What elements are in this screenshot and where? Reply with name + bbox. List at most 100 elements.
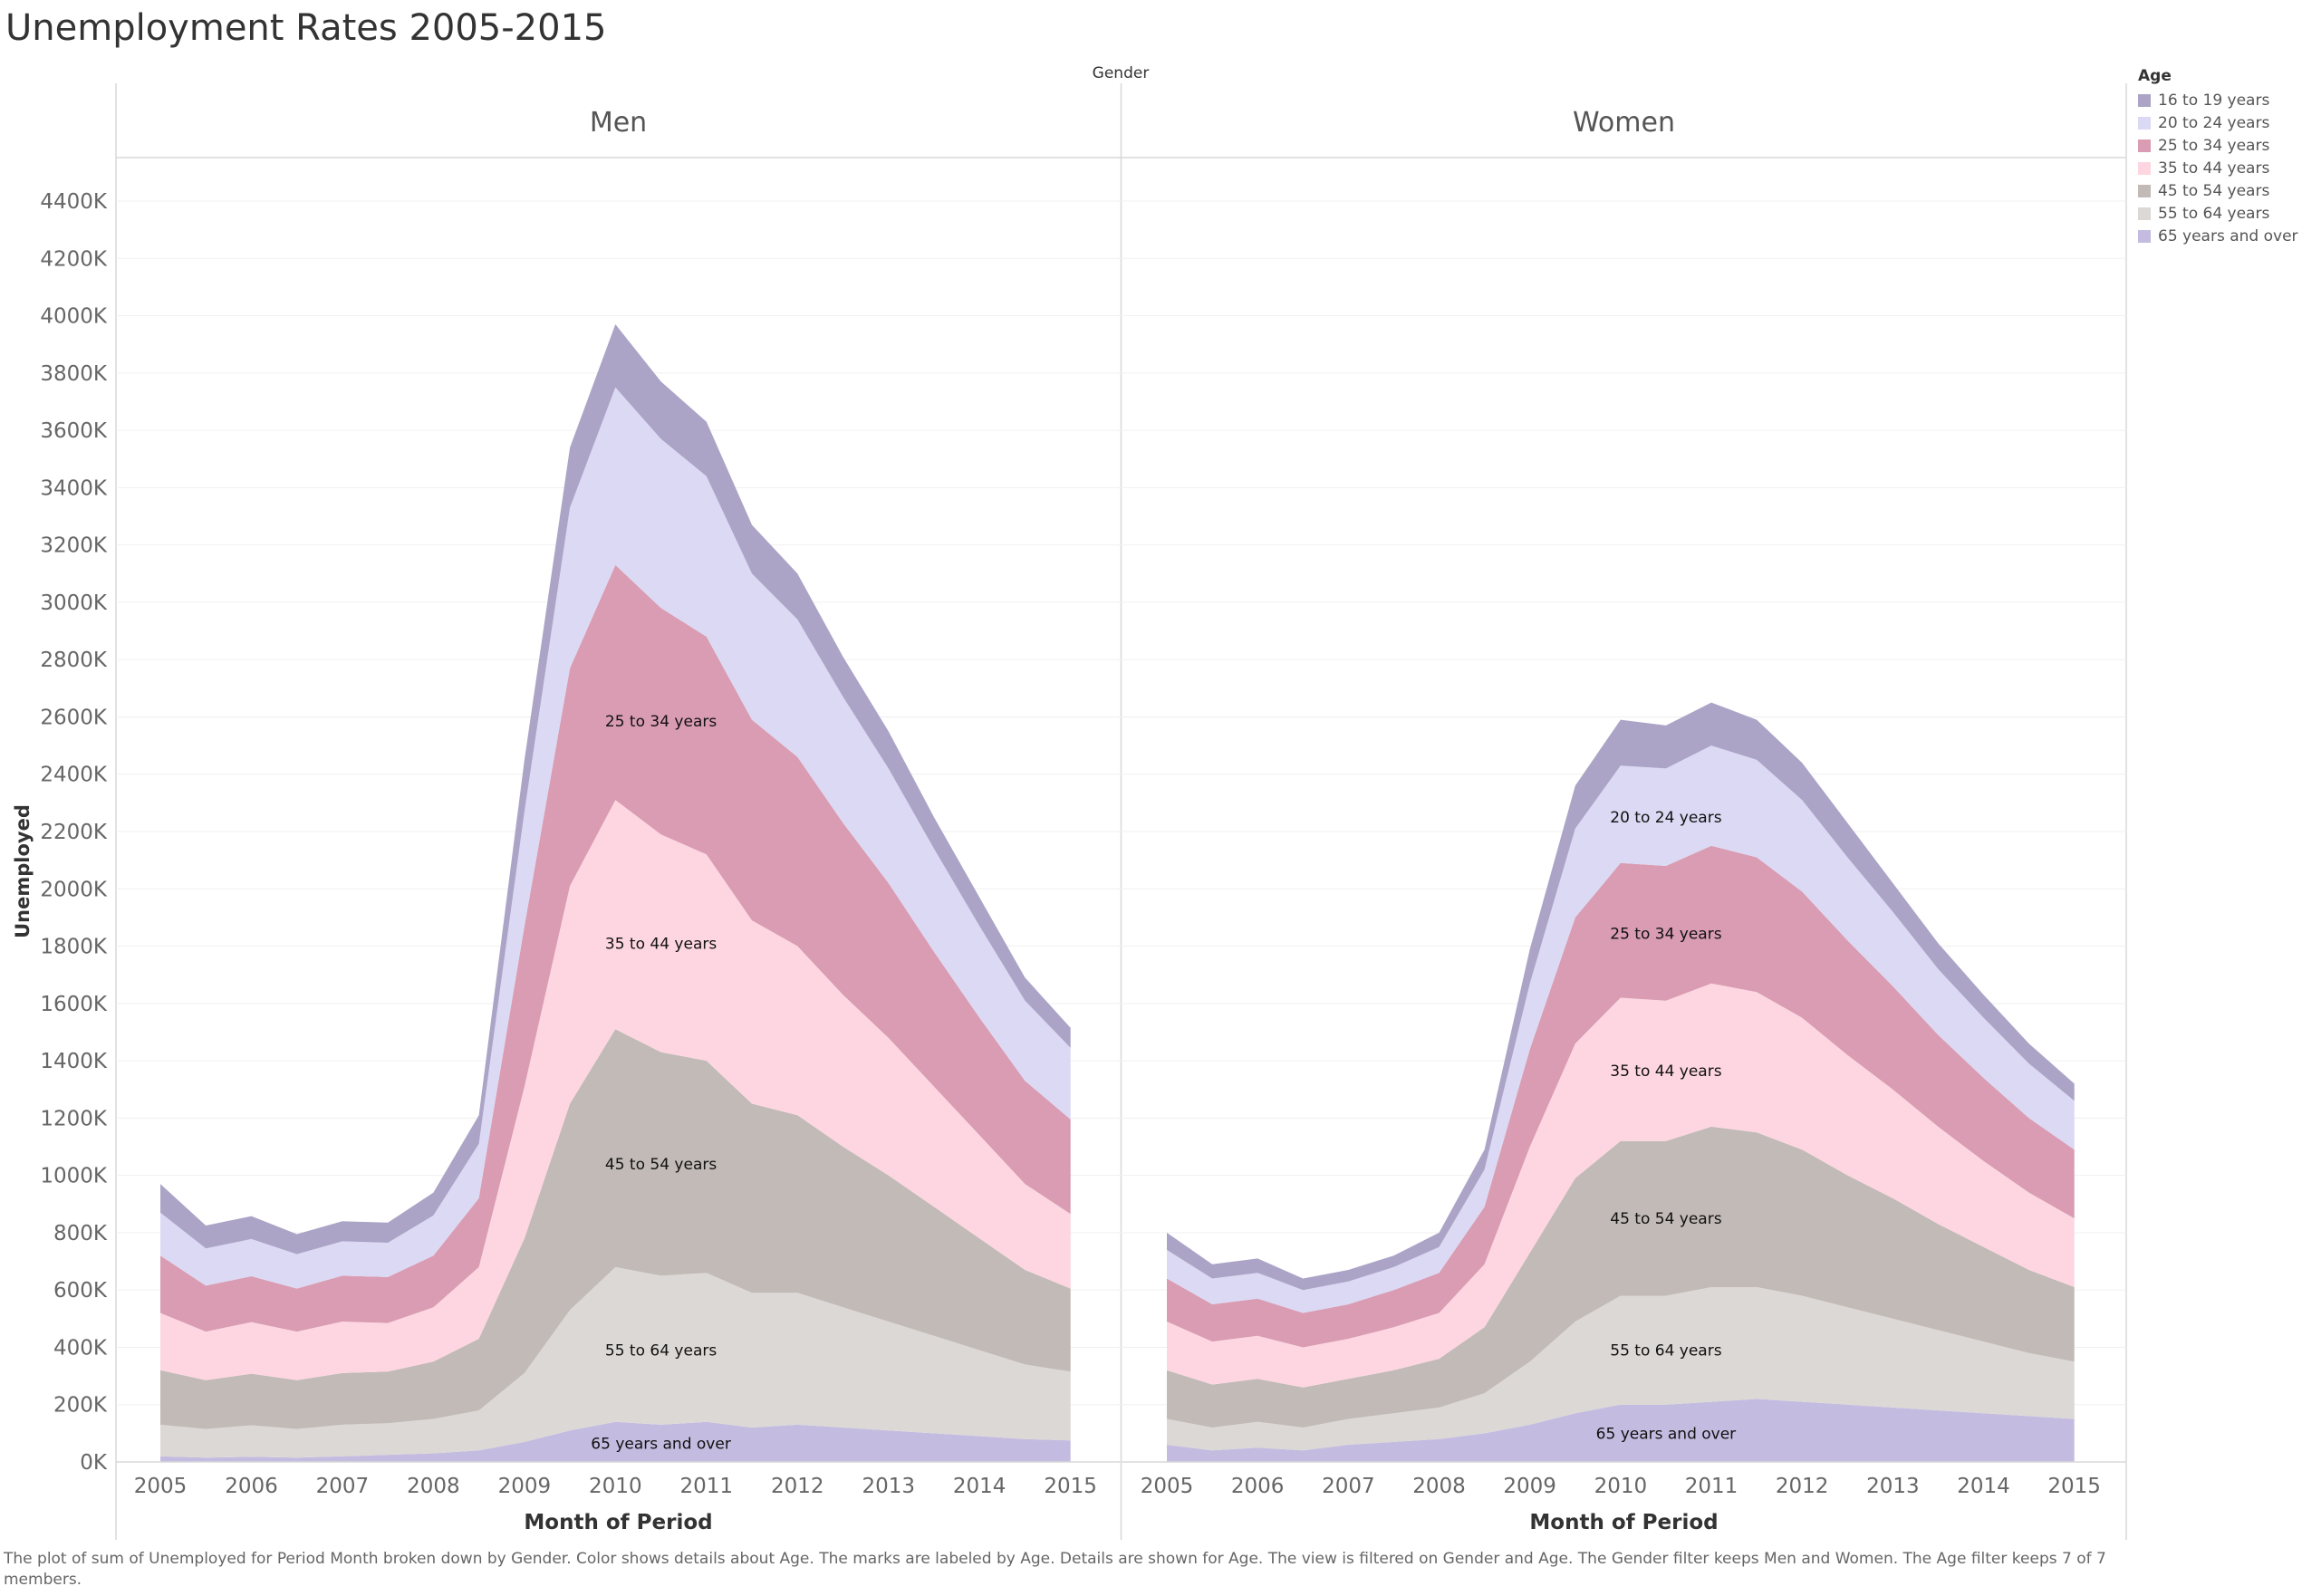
- y-tick-label: 1400K: [40, 1050, 108, 1073]
- x-tick-label: 2010: [589, 1475, 642, 1498]
- y-tick-label: 2000K: [40, 878, 108, 901]
- x-tick-label: 2014: [953, 1475, 1007, 1498]
- legend-title: Age: [2138, 67, 2172, 85]
- mark-label: 25 to 34 years: [605, 713, 717, 731]
- y-tick-label: 1600K: [40, 993, 108, 1016]
- legend-label: 25 to 34 years: [2158, 136, 2270, 155]
- x-axis-title: Month of Period: [1529, 1511, 1718, 1534]
- x-tick-label: 2006: [225, 1475, 278, 1498]
- area-series: [1167, 845, 2075, 1348]
- legend-item[interactable]: 45 to 54 years: [2138, 179, 2298, 202]
- legend-swatch: [2138, 93, 2151, 107]
- legend-item[interactable]: 55 to 64 years: [2138, 202, 2298, 225]
- legend-swatch: [2138, 229, 2151, 243]
- y-tick-label: 0K: [80, 1451, 108, 1475]
- x-axis-title: Month of Period: [524, 1511, 712, 1534]
- x-tick-label: 2013: [1866, 1475, 1920, 1498]
- y-tick-label: 4000K: [40, 305, 108, 329]
- x-tick-label: 2008: [407, 1475, 460, 1498]
- mark-label: 35 to 44 years: [1610, 1062, 1721, 1081]
- mark-label: 65 years and over: [591, 1435, 731, 1453]
- area-series: [160, 387, 1071, 1289]
- legend-label: 16 to 19 years: [2158, 91, 2270, 110]
- page-title: Unemployment Rates 2005-2015: [5, 7, 607, 49]
- x-tick-label: 2013: [862, 1475, 915, 1498]
- x-tick-label: 2007: [316, 1475, 370, 1498]
- area-series: [160, 1266, 1071, 1458]
- y-tick-label: 3800K: [40, 362, 108, 386]
- x-tick-label: 2009: [498, 1475, 552, 1498]
- legend-label: 55 to 64 years: [2158, 204, 2270, 223]
- area-series: [160, 564, 1071, 1332]
- mark-label: 20 to 24 years: [1610, 809, 1721, 827]
- x-tick-label: 2012: [771, 1475, 824, 1498]
- legend-swatch: [2138, 116, 2151, 130]
- x-tick-label: 2009: [1503, 1475, 1556, 1498]
- legend-item[interactable]: 35 to 44 years: [2138, 157, 2298, 179]
- x-tick-label: 2006: [1231, 1475, 1285, 1498]
- x-tick-label: 2005: [1141, 1475, 1194, 1498]
- area-series: [160, 1029, 1071, 1429]
- y-tick-label: 4200K: [40, 247, 108, 271]
- y-tick-label: 3400K: [40, 476, 108, 500]
- y-tick-label: 200K: [53, 1394, 108, 1418]
- y-tick-label: 400K: [53, 1336, 108, 1360]
- y-tick-label: 3600K: [40, 419, 108, 443]
- panel-title: Men: [590, 107, 647, 139]
- mark-label: 65 years and over: [1596, 1425, 1737, 1443]
- caption: The plot of sum of Unemployed for Period…: [4, 1550, 2106, 1589]
- area-series: [160, 800, 1071, 1380]
- x-tick-label: 2014: [1957, 1475, 2010, 1498]
- area-series: [1167, 1399, 2075, 1462]
- y-tick-label: 600K: [53, 1279, 108, 1303]
- legend-label: 45 to 54 years: [2158, 181, 2270, 200]
- mark-label: 55 to 64 years: [1610, 1342, 1721, 1360]
- mark-label: 35 to 44 years: [605, 935, 717, 953]
- mark-label: 25 to 34 years: [1610, 925, 1721, 943]
- y-tick-label: 4400K: [40, 190, 108, 214]
- legend-swatch: [2138, 207, 2151, 220]
- x-tick-label: 2011: [680, 1475, 734, 1498]
- legend-label: 65 years and over: [2158, 226, 2298, 245]
- x-tick-label: 2005: [134, 1475, 188, 1498]
- legend-item[interactable]: 25 to 34 years: [2138, 134, 2298, 157]
- mark-label: 45 to 54 years: [1610, 1210, 1721, 1228]
- legend-swatch: [2138, 139, 2151, 152]
- legend-swatch: [2138, 161, 2151, 175]
- y-tick-label: 1000K: [40, 1165, 108, 1188]
- legend-label: 35 to 44 years: [2158, 159, 2270, 178]
- y-tick-label: 3200K: [40, 534, 108, 558]
- y-tick-label: 3000K: [40, 591, 108, 615]
- area-series: [160, 1421, 1071, 1462]
- legend-swatch: [2138, 184, 2151, 197]
- legend-item[interactable]: 20 to 24 years: [2138, 111, 2298, 134]
- mark-label: 45 to 54 years: [605, 1156, 717, 1174]
- y-tick-label: 1200K: [40, 1107, 108, 1130]
- area-series: [1167, 702, 2075, 1291]
- x-tick-label: 2015: [2047, 1475, 2101, 1498]
- chart-area: Gender 0K 200K 400K 600K 800K 1000K 1200K 1400K 1…: [12, 64, 2127, 1540]
- legend[interactable]: Age 16 to 19 years 20 to 24 years 25 to 34…: [2138, 67, 2298, 247]
- column-header: Gender: [1093, 64, 1150, 82]
- y-tick-label: 2800K: [40, 649, 108, 672]
- x-tick-label: 2012: [1776, 1475, 1829, 1498]
- x-tick-label: 2015: [1044, 1475, 1097, 1498]
- mark-label: 55 to 64 years: [605, 1342, 717, 1360]
- legend-item[interactable]: 16 to 19 years: [2138, 89, 2298, 111]
- y-tick-label: 2600K: [40, 706, 108, 729]
- legend-label: 20 to 24 years: [2158, 113, 2270, 132]
- panel-title: Women: [1573, 107, 1675, 139]
- x-tick-label: 2010: [1594, 1475, 1648, 1498]
- x-tick-label: 2007: [1322, 1475, 1375, 1498]
- area-series: [1167, 983, 2075, 1388]
- x-tick-label: 2008: [1412, 1475, 1466, 1498]
- area-series: [1167, 1126, 2075, 1428]
- y-tick-label: 2400K: [40, 764, 108, 787]
- y-tick-label: 2200K: [40, 821, 108, 844]
- y-axis-title: Unemployed: [12, 804, 34, 938]
- legend-items: 16 to 19 years 20 to 24 years 25 to 34 yea…: [2138, 89, 2298, 247]
- x-tick-label: 2011: [1685, 1475, 1739, 1498]
- area-series: [1167, 1287, 2075, 1451]
- legend-item[interactable]: 65 years and over: [2138, 225, 2298, 247]
- area-series: [1167, 745, 2075, 1313]
